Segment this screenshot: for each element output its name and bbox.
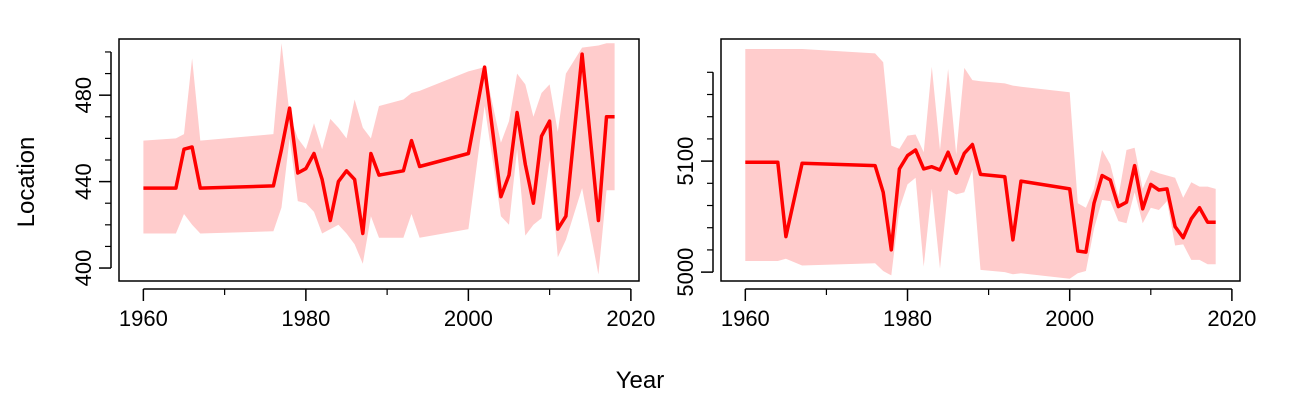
y-tick-label: 400 — [71, 250, 96, 287]
confidence-band — [143, 43, 615, 275]
location-line — [745, 142, 1216, 254]
y-tick-label: 5000 — [673, 248, 698, 297]
x-tick-label: 1980 — [281, 306, 330, 331]
x-tick-label: 2000 — [444, 306, 493, 331]
plot-frame — [118, 38, 640, 282]
right-panel: 1960 1980 2000 2020 5000 5100 — [673, 38, 1256, 331]
x-tick-label: 2020 — [1207, 306, 1256, 331]
y-tick-label: 440 — [71, 163, 96, 200]
x-tick-label: 1980 — [883, 306, 932, 331]
plot-frame — [720, 38, 1241, 282]
y-tick-label: 5100 — [673, 137, 698, 186]
x-tick-label: 1960 — [721, 306, 770, 331]
x-tick-label: 2020 — [606, 306, 655, 331]
x-tick-label: 2000 — [1045, 306, 1094, 331]
confidence-band — [745, 49, 1216, 279]
location-line — [143, 52, 615, 236]
x-tick-label: 1960 — [119, 306, 168, 331]
left-panel: 1960 1980 2000 2020 400 440 480 — [71, 38, 655, 331]
x-axis-title: Year — [616, 367, 665, 394]
y-axis-title: Location — [13, 137, 40, 228]
y-tick-label: 480 — [71, 77, 96, 114]
